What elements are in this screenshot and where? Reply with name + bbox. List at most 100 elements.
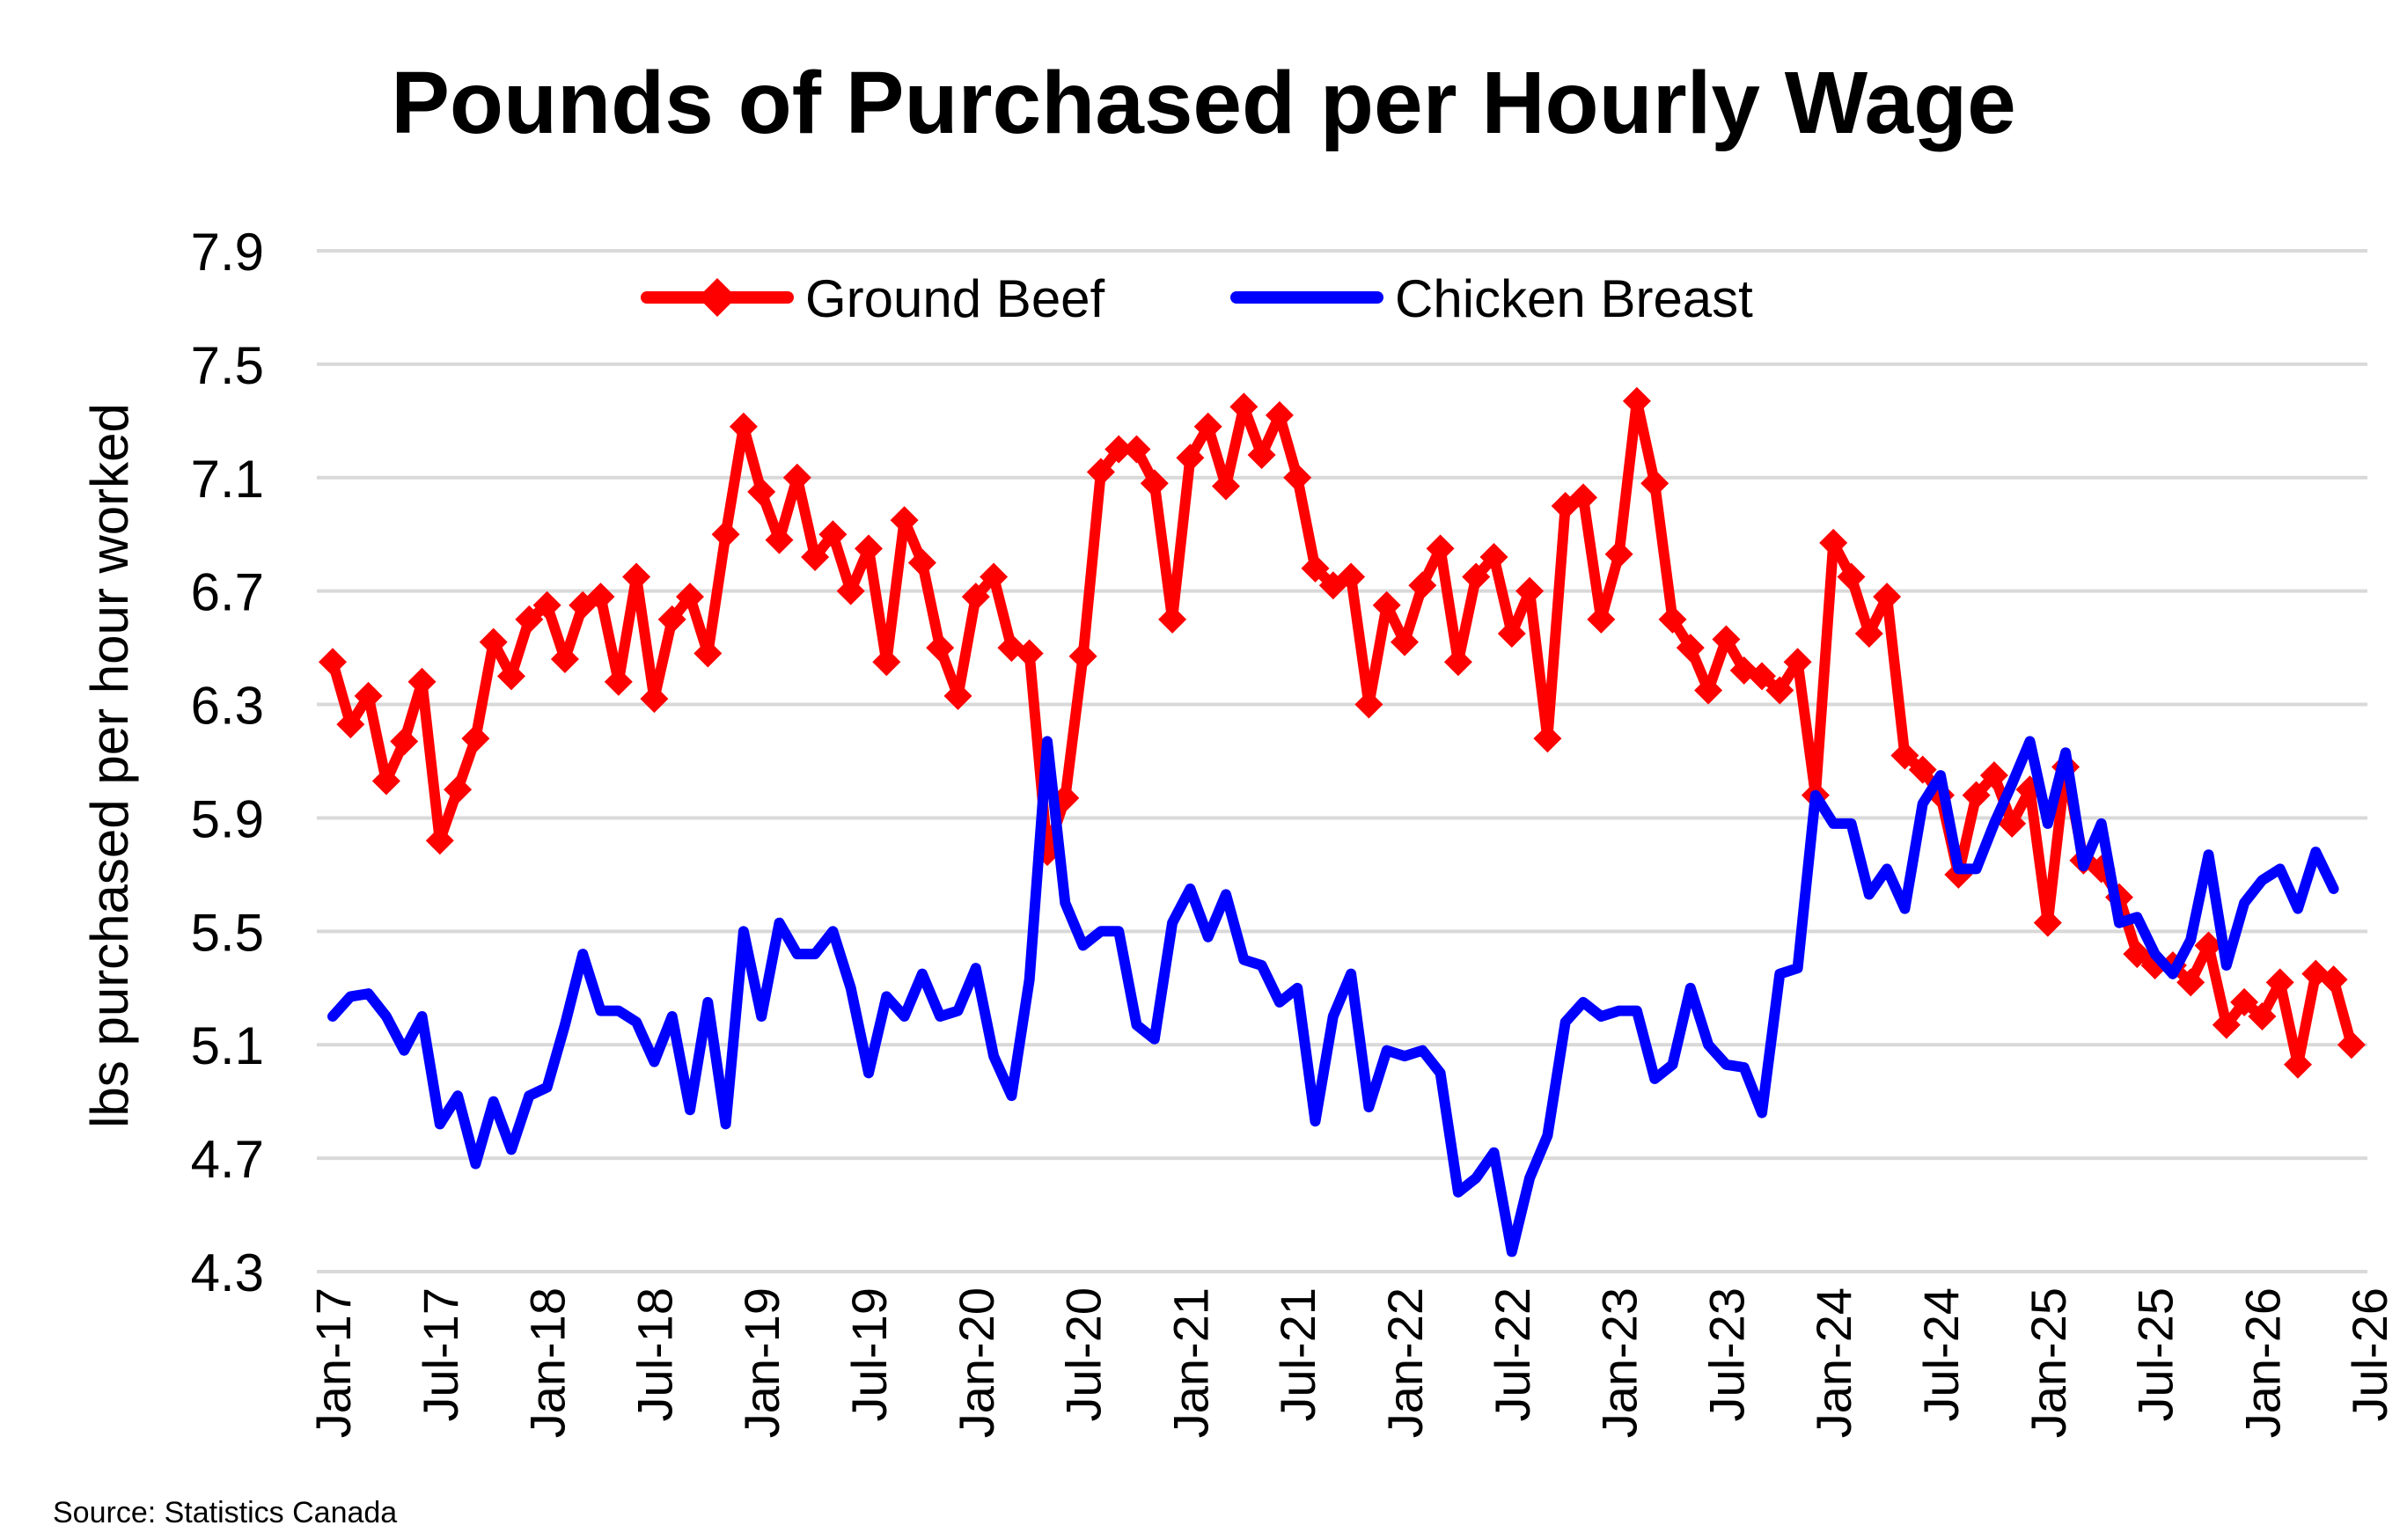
chart-title: Pounds of Purchased per Hourly Wage bbox=[391, 54, 2016, 152]
legend-label: Chicken Breast bbox=[1395, 269, 1753, 328]
x-tick-label: Jan-20 bbox=[949, 1287, 1004, 1438]
data-point bbox=[765, 525, 794, 554]
x-tick-label: Jan-25 bbox=[2021, 1287, 2076, 1438]
data-point bbox=[550, 645, 579, 673]
data-point bbox=[1283, 463, 1312, 492]
x-tick-label: Jan-24 bbox=[1806, 1287, 1861, 1438]
data-point bbox=[1515, 576, 1545, 605]
y-tick-label: 6.3 bbox=[191, 677, 264, 736]
data-point bbox=[1265, 400, 1294, 429]
data-point bbox=[1765, 676, 1794, 705]
data-point bbox=[1354, 690, 1383, 719]
data-point bbox=[1854, 620, 1883, 648]
data-point bbox=[1587, 605, 1616, 634]
data-point bbox=[1819, 528, 1848, 557]
data-point bbox=[1873, 583, 1902, 612]
legend-item: Ground Beef bbox=[641, 269, 1105, 328]
data-point bbox=[2033, 908, 2062, 937]
data-point bbox=[855, 534, 883, 563]
data-point bbox=[1015, 639, 1044, 668]
data-point bbox=[1462, 562, 1491, 591]
x-axis-ticks: Jan-17 Jul-17 Jan-18 Jul-18 Jan-19 Jul-19 Jan-… bbox=[305, 1287, 2397, 1438]
x-tick-label: Jan-19 bbox=[734, 1287, 789, 1438]
data-point bbox=[980, 562, 1009, 591]
data-point bbox=[371, 766, 400, 796]
data-point bbox=[872, 648, 901, 677]
data-point bbox=[479, 627, 508, 656]
data-point bbox=[1122, 435, 1151, 464]
data-point bbox=[497, 662, 525, 691]
data-point bbox=[461, 724, 490, 753]
data-point bbox=[1372, 590, 1401, 620]
data-point bbox=[1998, 809, 2027, 838]
series-layer bbox=[319, 386, 2366, 1258]
data-point bbox=[818, 520, 848, 549]
x-tick-label: Jan-18 bbox=[520, 1287, 576, 1438]
data-point bbox=[1783, 648, 1812, 677]
data-point bbox=[1640, 469, 1669, 498]
data-point bbox=[2176, 968, 2205, 997]
data-point bbox=[407, 667, 437, 696]
x-tick-label: Jan-22 bbox=[1377, 1287, 1433, 1438]
legend-item: Chicken Breast bbox=[1230, 269, 1753, 328]
data-point bbox=[782, 463, 811, 492]
data-point bbox=[2337, 1030, 2366, 1060]
data-point bbox=[1676, 634, 1705, 663]
data-point bbox=[354, 681, 383, 710]
data-point bbox=[1158, 605, 1187, 634]
data-point bbox=[1337, 562, 1366, 591]
data-point bbox=[1212, 472, 1240, 501]
data-point bbox=[2123, 940, 2152, 969]
y-tick-label: 7.9 bbox=[191, 223, 264, 282]
x-tick-label: Jan-23 bbox=[1592, 1287, 1647, 1438]
data-point bbox=[1569, 483, 1597, 512]
data-point bbox=[907, 548, 936, 577]
x-tick-label: Jul-25 bbox=[2128, 1287, 2183, 1422]
data-point bbox=[1140, 469, 1169, 498]
data-point bbox=[444, 775, 473, 804]
x-tick-label: Jul-17 bbox=[413, 1287, 468, 1422]
data-point bbox=[1176, 444, 1205, 473]
data-point bbox=[532, 590, 561, 620]
y-tick-label: 5.9 bbox=[191, 789, 264, 848]
data-point bbox=[890, 506, 919, 535]
y-axis-ticks: 7.9 7.5 7.1 6.7 6.3 5.9 5.5 5.1 4.7 4.3 bbox=[191, 223, 264, 1302]
x-tick-label: Jul-19 bbox=[841, 1287, 897, 1422]
data-point bbox=[1979, 761, 2008, 790]
data-point bbox=[1658, 605, 1687, 634]
x-tick-label: Jan-17 bbox=[305, 1287, 361, 1438]
data-point bbox=[1426, 534, 1455, 563]
data-point bbox=[1247, 441, 1276, 469]
data-point bbox=[515, 605, 544, 634]
series-ground-beef bbox=[319, 386, 2366, 1079]
data-point bbox=[657, 605, 686, 634]
data-point bbox=[693, 639, 723, 668]
x-tick-label: Jul-26 bbox=[2342, 1287, 2397, 1422]
data-point bbox=[586, 583, 615, 612]
x-tick-label: Jul-23 bbox=[1699, 1287, 1754, 1422]
data-point bbox=[604, 667, 633, 696]
y-tick-label: 4.7 bbox=[191, 1130, 264, 1189]
data-point bbox=[1962, 781, 1991, 810]
data-point bbox=[1837, 562, 1866, 591]
data-point bbox=[1694, 676, 1723, 705]
data-point bbox=[961, 583, 990, 612]
y-tick-label: 7.5 bbox=[191, 336, 264, 395]
y-tick-label: 7.1 bbox=[191, 450, 264, 509]
data-point bbox=[729, 412, 758, 441]
data-point bbox=[1229, 392, 1259, 422]
y-tick-label: 4.3 bbox=[191, 1243, 264, 1302]
data-point bbox=[1604, 539, 1633, 568]
source-note: Source: Statistics Canada bbox=[53, 1496, 398, 1529]
x-tick-label: Jul-22 bbox=[1485, 1287, 1540, 1422]
data-point bbox=[2212, 1010, 2241, 1039]
x-tick-label: Jul-24 bbox=[1913, 1287, 1969, 1422]
data-point bbox=[1068, 642, 1097, 671]
data-point bbox=[676, 583, 704, 612]
data-point bbox=[2230, 987, 2259, 1016]
x-tick-label: Jul-21 bbox=[1270, 1287, 1325, 1422]
legend-marker bbox=[698, 278, 737, 317]
series-chicken-breast bbox=[327, 736, 2339, 1258]
series-line bbox=[327, 395, 2357, 1070]
